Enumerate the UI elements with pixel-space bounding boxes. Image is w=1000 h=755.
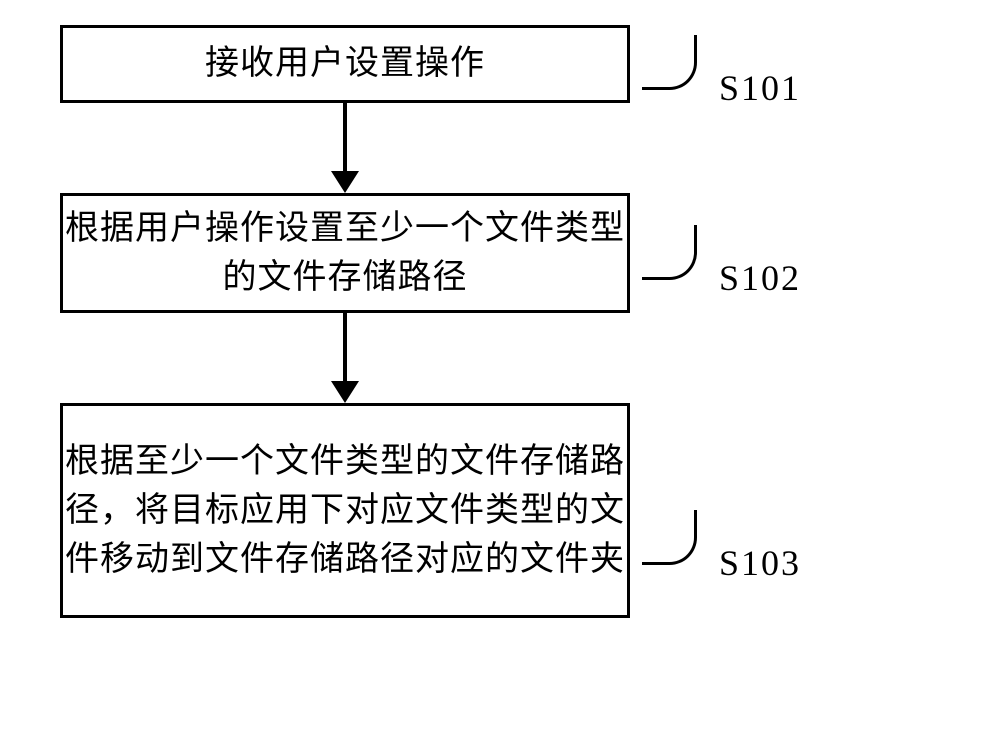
connector-curve-icon — [642, 35, 697, 90]
step-label: S103 — [719, 542, 801, 584]
connector-curve-icon — [642, 510, 697, 565]
arrow-head — [331, 381, 359, 403]
step-box-s103: 根据至少一个文件类型的文件存储路径，将目标应用下对应文件类型的文件移动到文件存储… — [60, 403, 630, 618]
step-text: 根据用户操作设置至少一个文件类型的文件存储路径 — [63, 204, 627, 303]
flowchart-container: 接收用户设置操作 S101 根据用户操作设置至少一个文件类型的文件存储路径 S1… — [60, 25, 940, 618]
arrow-container — [60, 313, 630, 403]
arrow-down-icon — [331, 313, 359, 403]
connector-curve-icon — [642, 225, 697, 280]
arrow-container — [60, 103, 630, 193]
step-box-s101: 接收用户设置操作 — [60, 25, 630, 103]
arrow-line — [343, 103, 347, 171]
step-box-s102: 根据用户操作设置至少一个文件类型的文件存储路径 — [60, 193, 630, 313]
arrow-head — [331, 171, 359, 193]
arrow-line — [343, 313, 347, 381]
step-text: 根据至少一个文件类型的文件存储路径，将目标应用下对应文件类型的文件移动到文件存储… — [63, 437, 627, 585]
arrow-down-icon — [331, 103, 359, 193]
step-label: S102 — [719, 257, 801, 299]
step-label: S101 — [719, 67, 801, 109]
connector-s103: S103 — [642, 535, 801, 590]
step-text: 接收用户设置操作 — [205, 39, 485, 88]
connector-s101: S101 — [642, 60, 801, 115]
connector-s102: S102 — [642, 250, 801, 305]
